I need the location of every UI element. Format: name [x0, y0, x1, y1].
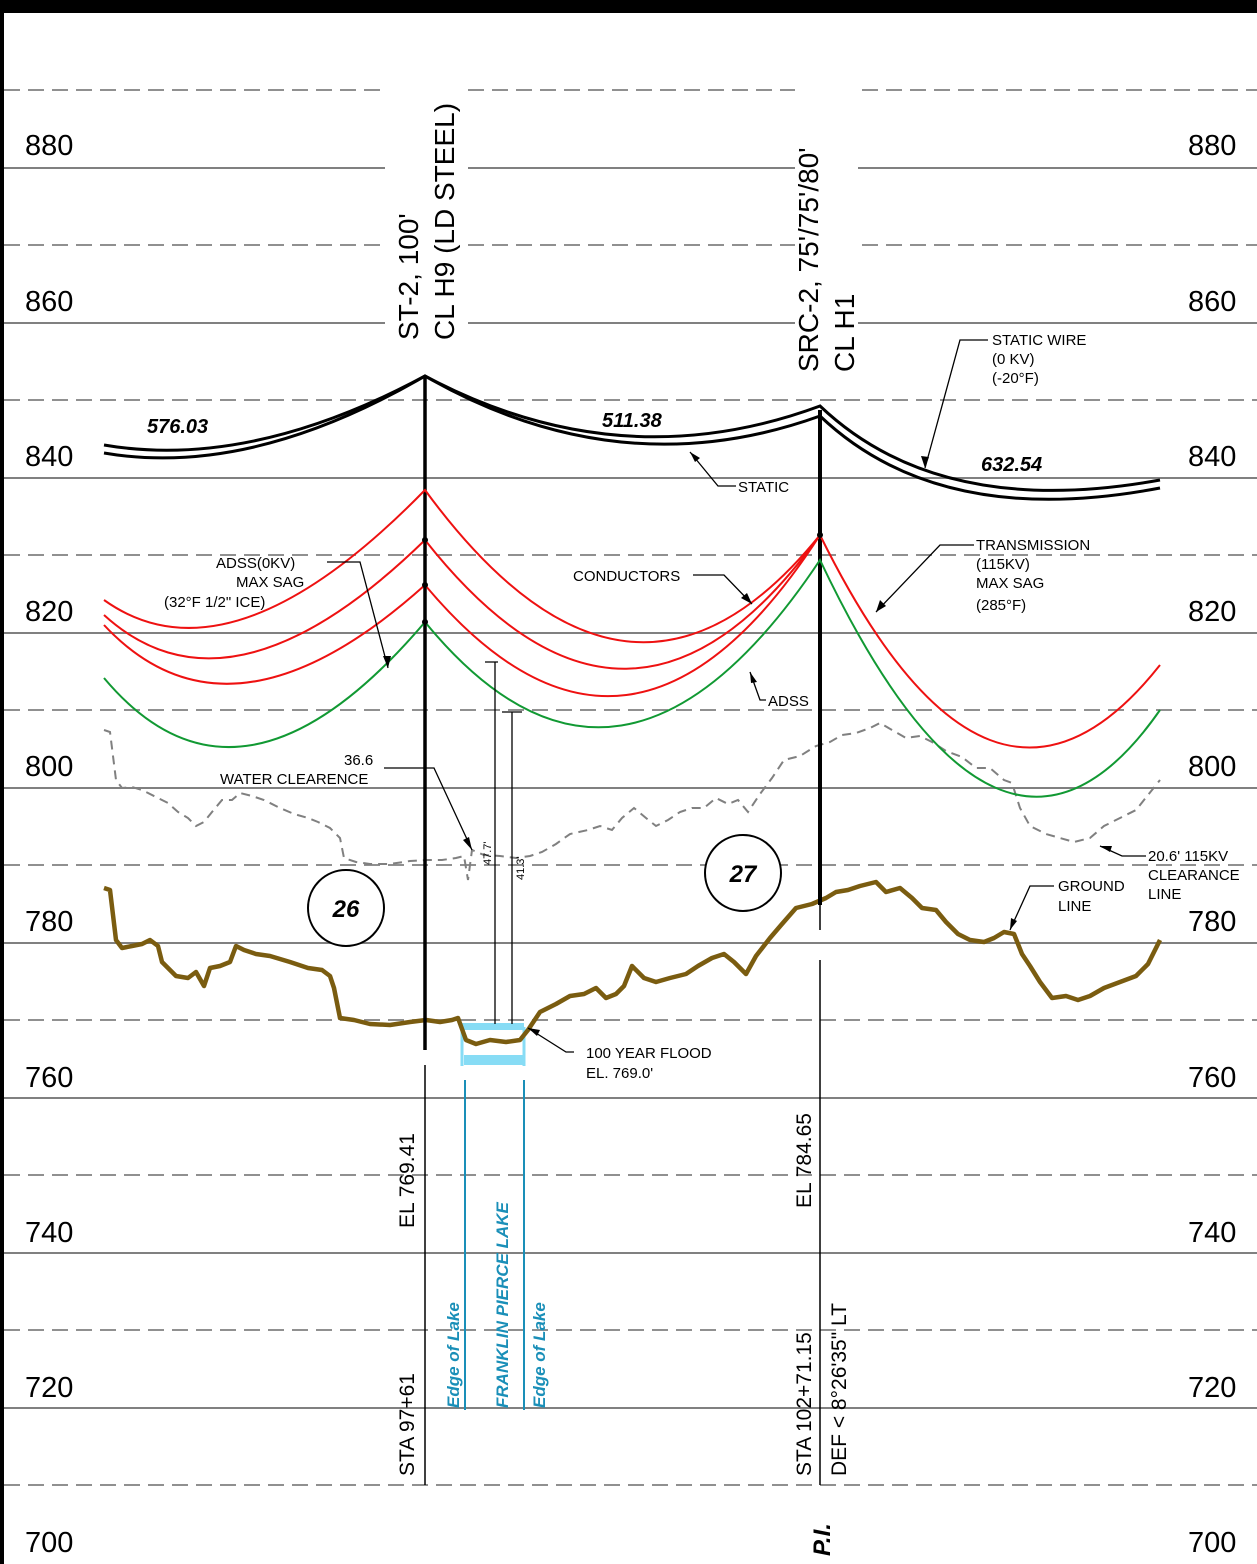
- svg-text:GROUND: GROUND: [1058, 878, 1125, 895]
- static-wires: [103, 374, 1161, 501]
- structure-number-circle-26: [307, 869, 385, 947]
- svg-text:WATER CLEARENCE: WATER CLEARENCE: [220, 771, 368, 788]
- elev-label: 800: [1188, 751, 1236, 783]
- structure-number-26: 26: [332, 896, 360, 923]
- elev-label: 860: [25, 286, 73, 318]
- elev-label: 840: [25, 441, 73, 473]
- elev-label: 720: [1188, 1372, 1236, 1404]
- dimension-47-7: 47.7': [482, 841, 494, 865]
- flood-bottom-band: [464, 1055, 524, 1065]
- lake-name: FRANKLIN PIERCE LAKE: [493, 1201, 512, 1408]
- svg-text:(-20°F): (-20°F): [992, 370, 1039, 387]
- structure-number-circle-27: [704, 834, 782, 912]
- svg-text:TRANSMISSION: TRANSMISSION: [976, 537, 1090, 554]
- svg-text:20.6' 115KV: 20.6' 115KV: [1148, 848, 1228, 865]
- elev-label: 880: [25, 130, 73, 162]
- elev-label: 880: [1188, 130, 1236, 162]
- structure-27-station: STA 102+71.15: [793, 1332, 816, 1476]
- ground-line-callout: GROUND LINE: [1009, 878, 1125, 931]
- svg-text:LINE: LINE: [1058, 898, 1091, 915]
- left-border: [0, 0, 4, 1564]
- clearance-line: [103, 721, 1161, 881]
- lake-area: [460, 1023, 526, 1410]
- svg-text:(115KV): (115KV): [976, 556, 1030, 573]
- structure-26-elevation: EL 769.41: [396, 1133, 419, 1228]
- span-length-2: 511.38: [602, 410, 663, 432]
- structure-26-station: STA 97+61: [396, 1373, 419, 1476]
- svg-text:36.6: 36.6: [344, 752, 373, 769]
- svg-text:ADSS: ADSS: [768, 693, 809, 710]
- elev-label: 700: [1188, 1527, 1236, 1559]
- clearance-line-callout: 20.6' 115KV CLEARANCE LINE: [1099, 845, 1240, 903]
- elev-label: 840: [1188, 441, 1236, 473]
- svg-text:ADSS(0KV): ADSS(0KV): [216, 555, 295, 572]
- elev-label: 720: [25, 1372, 73, 1404]
- adss-callout: ADSS: [749, 671, 809, 710]
- span-length-1: 576.03: [147, 416, 208, 438]
- attachment-points: [422, 532, 823, 625]
- elev-label: 820: [25, 596, 73, 628]
- adss-max-sag-callout: ADSS(0KV) MAX SAG (32°F 1/2" ICE): [164, 555, 391, 669]
- transmission-callout: TRANSMISSION (115KV) MAX SAG (285°F): [875, 537, 1090, 614]
- flood-top-band: [462, 1023, 524, 1030]
- svg-text:STATIC WIRE: STATIC WIRE: [992, 332, 1086, 349]
- flood-callout: 100 YEAR FLOOD EL. 769.0': [527, 1027, 712, 1082]
- static-callout: STATIC: [689, 451, 789, 496]
- edge-of-lake-left: Edge of Lake: [444, 1302, 463, 1408]
- elev-label: 780: [1188, 906, 1236, 938]
- structure-27-deflection: DEF < 8°26'35" LT: [828, 1303, 851, 1476]
- elev-label: 740: [1188, 1217, 1236, 1249]
- svg-text:MAX SAG: MAX SAG: [236, 574, 304, 591]
- dimension-41-3: 41.3': [515, 856, 527, 880]
- structure-27-elevation: EL 784.65: [793, 1113, 816, 1208]
- svg-text:100 YEAR FLOOD: 100 YEAR FLOOD: [586, 1045, 712, 1062]
- structure-27-type-label: SRC-2, 75'/75'/80': [793, 147, 824, 372]
- elev-label: 820: [1188, 596, 1236, 628]
- svg-text:MAX SAG: MAX SAG: [976, 575, 1044, 592]
- clearance-dimensions: [485, 661, 522, 1024]
- elev-label: 740: [25, 1217, 73, 1249]
- elevation-labels-right: 880 860 840 820 800 780 760 740 720 700: [1188, 130, 1236, 1559]
- svg-text:EL. 769.0': EL. 769.0': [586, 1065, 653, 1082]
- conductors: [103, 488, 1161, 749]
- elevation-labels-left: 880 860 840 820 800 780 760 740 720 700: [25, 130, 73, 1559]
- structure-26-type-label: ST-2, 100': [393, 213, 424, 340]
- span-length-3: 632.54: [981, 454, 1042, 476]
- svg-text:CONDUCTORS: CONDUCTORS: [573, 568, 680, 585]
- elev-label: 780: [25, 906, 73, 938]
- ground-line: [103, 879, 1163, 1047]
- svg-text:(32°F 1/2" ICE): (32°F 1/2" ICE): [164, 594, 265, 611]
- static-wire-callout: STATIC WIRE (0 KV) (-20°F): [921, 332, 1086, 469]
- elev-label: 860: [1188, 286, 1236, 318]
- svg-text:(285°F): (285°F): [976, 597, 1026, 614]
- top-border: [0, 0, 1257, 13]
- grid: [4, 89, 1257, 1486]
- structure-27-cl-label: CL H1: [829, 294, 860, 372]
- svg-text:CLEARANCE: CLEARANCE: [1148, 867, 1240, 884]
- conductors-callout: CONDUCTORS: [573, 568, 753, 605]
- structure-number-27: 27: [729, 861, 758, 888]
- elev-label: 800: [25, 751, 73, 783]
- water-clearance-callout: 36.6 WATER CLEARENCE: [220, 752, 473, 851]
- elev-label: 760: [1188, 1062, 1236, 1094]
- svg-text:LINE: LINE: [1148, 886, 1181, 903]
- svg-text:(0 KV): (0 KV): [992, 351, 1035, 368]
- elev-label: 700: [25, 1527, 73, 1559]
- elev-label: 760: [25, 1062, 73, 1094]
- svg-text:STATIC: STATIC: [738, 479, 789, 496]
- pi-label: P.I.: [809, 1523, 836, 1556]
- adss-cables: [103, 557, 1161, 798]
- structure-26-cl-label: CL H9 (LD STEEL): [429, 103, 460, 340]
- edge-of-lake-right: Edge of Lake: [530, 1302, 549, 1408]
